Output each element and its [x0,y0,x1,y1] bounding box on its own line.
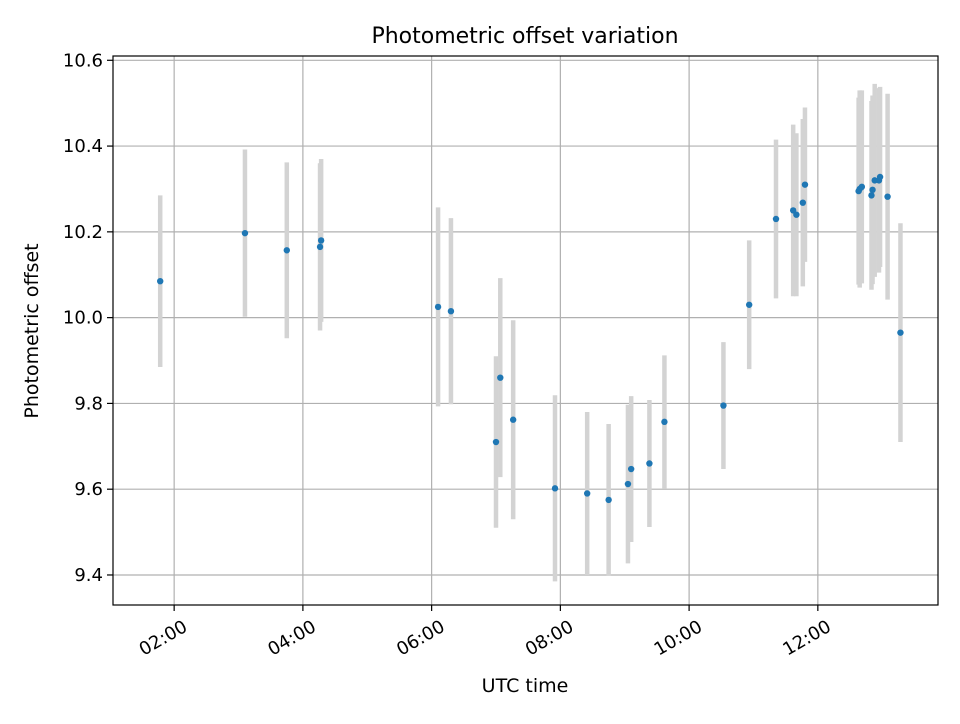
y-tick-label: 9.8 [74,393,103,414]
data-point [447,307,455,315]
data-point [661,418,668,426]
data-point [509,416,517,423]
data-point [624,480,632,488]
y-tick-label: 9.6 [74,479,103,500]
data-point [772,215,780,223]
x-axis-label: UTC time [482,675,569,697]
data-point [583,490,591,497]
chart-title: Photometric offset variation [371,24,678,49]
data-point [316,243,324,251]
data-point [884,193,891,200]
data-point [799,199,807,206]
data-point [745,301,753,308]
y-tick-label: 10.4 [63,136,103,157]
data-point [492,438,500,446]
data-point [551,485,559,492]
plot-area [113,56,938,605]
data-point [801,181,809,188]
y-axis-label: Photometric offset [21,243,43,418]
data-point [434,303,442,311]
y-tick-label: 10.2 [63,222,103,243]
data-point [858,183,866,191]
y-tick-label: 10.6 [63,50,103,71]
plot-frame [112,55,939,606]
data-point [605,496,612,504]
y-tick-label: 10.0 [63,308,103,329]
data-point [868,192,875,199]
data-point [497,374,504,381]
data-point [720,402,727,409]
data-point [241,229,249,237]
data-point [876,173,884,181]
data-point [157,277,164,285]
data-point [283,247,290,254]
data-point [793,211,800,218]
data-points [157,173,904,504]
data-point [897,329,904,336]
data-point [869,186,876,194]
y-tick-label: 9.4 [74,565,103,586]
grid-lines [113,56,938,605]
data-point [627,465,635,473]
data-point [317,237,325,244]
y-axis-ticks: 9.4 9.6 9.8 10.0 10.2 10.4 10.6 [63,50,113,586]
data-point [646,460,653,467]
